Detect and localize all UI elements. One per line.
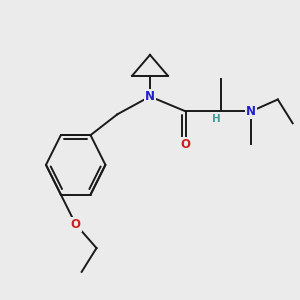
- Text: N: N: [145, 90, 155, 103]
- Text: O: O: [181, 138, 191, 151]
- Text: H: H: [212, 114, 221, 124]
- Text: O: O: [71, 218, 81, 231]
- Text: N: N: [246, 105, 256, 118]
